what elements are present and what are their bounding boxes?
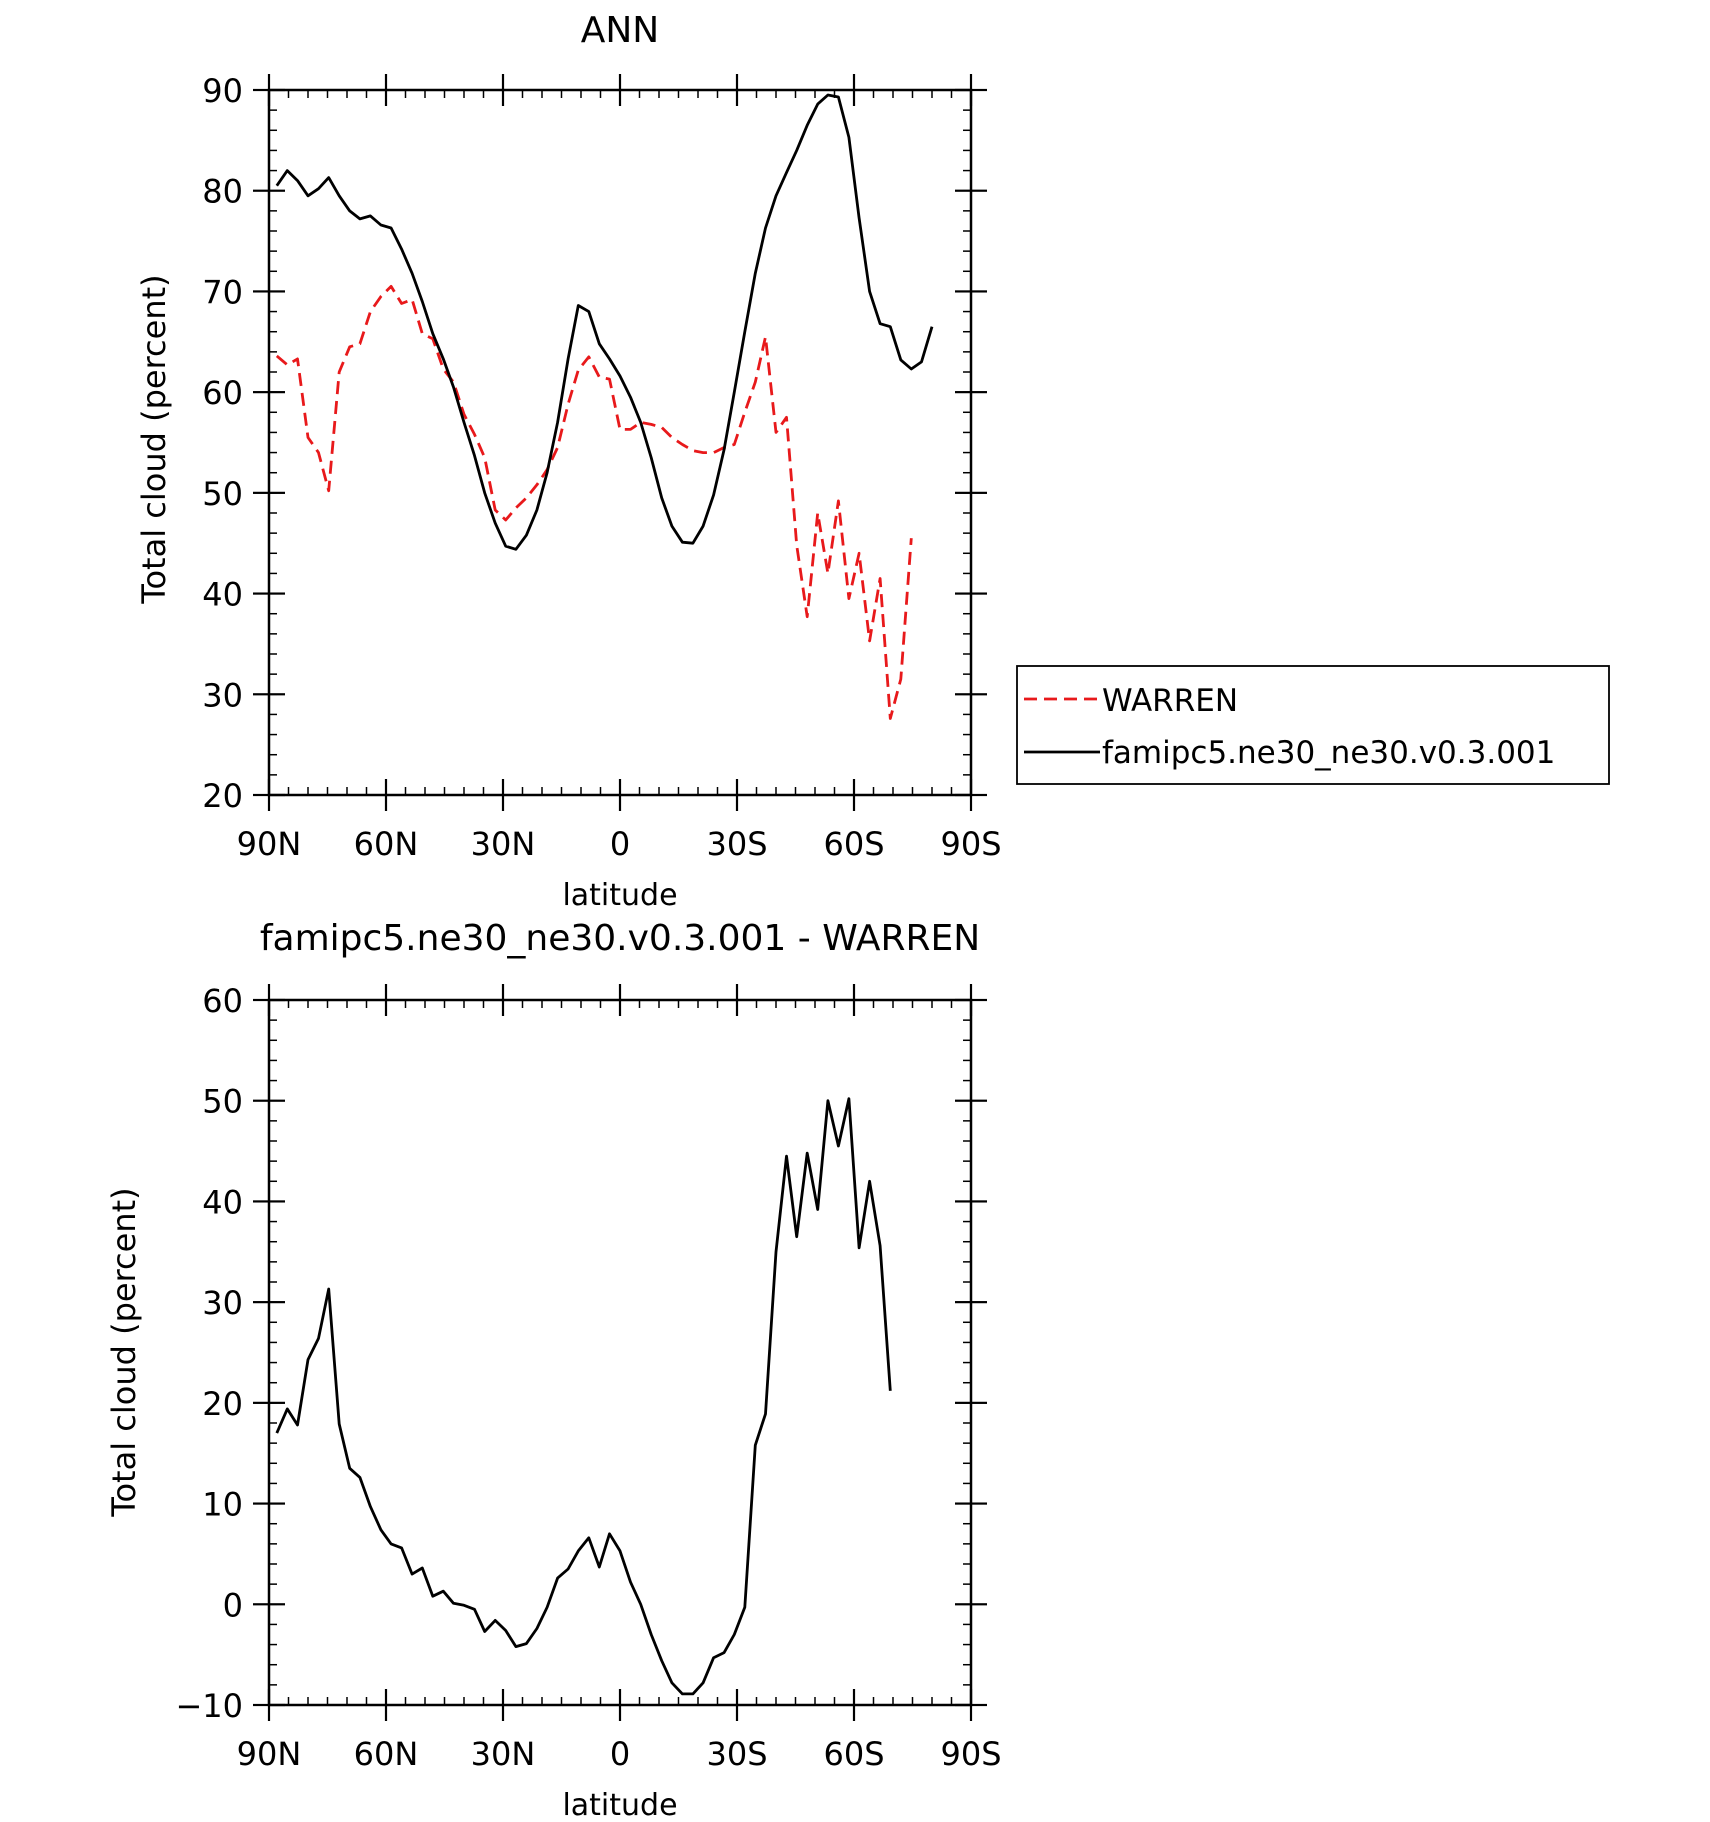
- top-x-axis-label: latitude: [562, 878, 677, 913]
- top-x-tick-label: 90N: [237, 825, 302, 863]
- top-y-tick-label: 90: [202, 72, 243, 110]
- bottom-plot-frame: [267, 998, 973, 1707]
- bottom-x-tick-label: 30N: [471, 1735, 536, 1773]
- bottom-y-tick-label: 50: [202, 1083, 243, 1121]
- top-y-tick-label: 30: [202, 676, 243, 714]
- top-axis-ticks: 20 30 40 50 60 70 80 90 90N 60N 30N 0 30S 60S 90S: [202, 72, 1001, 863]
- bottom-x-tick-label: 30S: [706, 1735, 767, 1773]
- top-y-tick-label: 20: [202, 777, 243, 815]
- top-x-tick-label: 60N: [354, 825, 419, 863]
- top-y-tick-label: 80: [202, 173, 243, 211]
- top-series-line-0: [275, 285, 913, 720]
- top-series-line-1: [275, 93, 934, 551]
- bottom-y-tick-label: 60: [202, 982, 243, 1020]
- bottom-x-tick-label: 60S: [823, 1735, 884, 1773]
- top-y-tick-label: 40: [202, 576, 243, 614]
- top-x-tick-label: 60S: [823, 825, 884, 863]
- legend-box: [1016, 665, 1610, 785]
- bottom-y-tick-label: 0: [223, 1586, 243, 1624]
- top-y-axis-label: Total cloud (percent): [135, 274, 173, 604]
- bottom-y-tick-label: 30: [202, 1284, 243, 1322]
- bottom-y-tick-label: 40: [202, 1183, 243, 1221]
- legend-label-model: famipc5.ne30_ne30.v0.3.001: [1102, 735, 1555, 771]
- bottom-x-tick-label: 90N: [237, 1735, 302, 1773]
- bottom-y-tick-label: 10: [202, 1486, 243, 1524]
- top-plot-frame: [267, 88, 973, 797]
- top-y-tick-label: 50: [202, 475, 243, 513]
- legend-label-warren: WARREN: [1102, 683, 1238, 719]
- top-x-tick-label: 30S: [706, 825, 767, 863]
- bottom-y-tick-label: −10: [175, 1687, 243, 1725]
- bottom-chart-title: famipc5.ne30_ne30.v0.3.001 - WARREN: [260, 918, 980, 959]
- top-x-tick-label: 90S: [940, 825, 1001, 863]
- legend: WARREN famipc5.ne30_ne30.v0.3.001: [1016, 665, 1610, 785]
- bottom-panel: famipc5.ne30_ne30.v0.3.001 - WARREN Tota…: [105, 918, 1002, 1822]
- top-series-group: [275, 93, 934, 720]
- top-panel: ANN Total cloud (percent) latitude 20 30 4…: [135, 10, 1610, 913]
- top-chart-title: ANN: [581, 10, 660, 51]
- bottom-x-tick-label: 90S: [940, 1735, 1001, 1773]
- bottom-x-axis-label: latitude: [562, 1788, 677, 1822]
- bottom-series-group: [275, 1097, 892, 1696]
- top-y-tick-label: 60: [202, 374, 243, 412]
- top-x-tick-label: 30N: [471, 825, 536, 863]
- bottom-x-tick-label: 60N: [354, 1735, 419, 1773]
- bottom-series-line-0: [275, 1097, 892, 1696]
- top-x-tick-label: 0: [610, 825, 630, 863]
- top-y-tick-label: 70: [202, 273, 243, 311]
- bottom-axis-ticks: −10 0 10 20 30 40 50 60 90N 60N 30N 0 30S 60S 90S: [175, 982, 1001, 1773]
- bottom-y-axis-label: Total cloud (percent): [105, 1187, 143, 1517]
- bottom-x-tick-label: 0: [610, 1735, 630, 1773]
- bottom-y-tick-label: 20: [202, 1385, 243, 1423]
